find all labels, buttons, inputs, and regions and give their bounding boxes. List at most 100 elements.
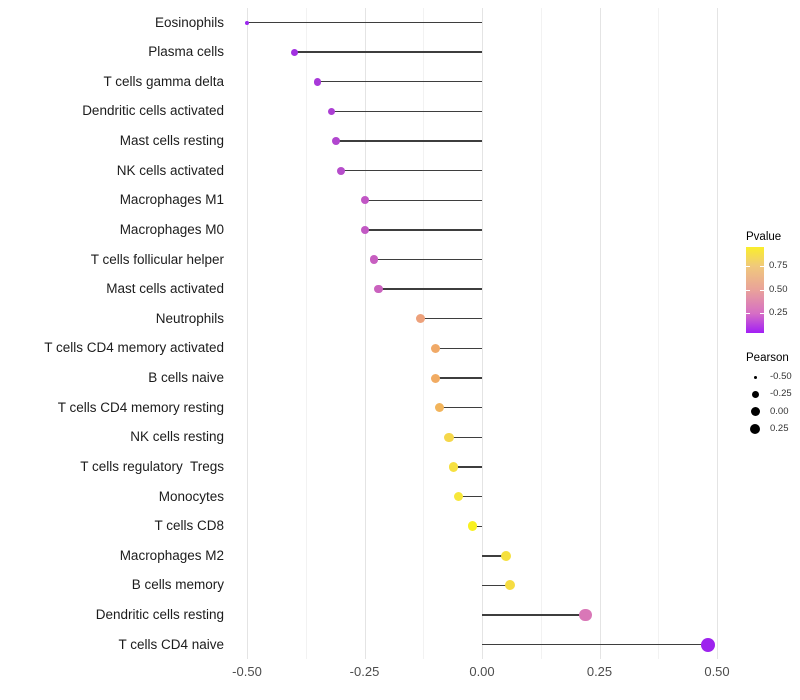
y-axis-label: Dendritic cells activated: [82, 103, 224, 119]
lollipop-stem: [420, 318, 482, 320]
data-point: [505, 580, 516, 591]
lollipop-stem: [364, 229, 482, 231]
lollipop-stem: [247, 21, 482, 24]
data-point: [369, 255, 379, 264]
minor-gridline: [305, 8, 307, 659]
major-gridline: [247, 8, 248, 659]
gradient-tick: [760, 290, 764, 291]
major-gridline: [599, 8, 601, 659]
lollipop-stem: [341, 169, 482, 172]
data-point: [337, 166, 345, 175]
data-point: [453, 491, 464, 502]
y-axis-label: Plasma cells: [148, 44, 224, 60]
major-gridline: [717, 8, 718, 659]
lollipop-stem: [472, 525, 482, 527]
lollipop-stem: [482, 584, 511, 587]
lollipop-stem: [435, 377, 482, 379]
lollipop-stem: [364, 199, 482, 201]
y-axis-label: Macrophages M2: [119, 547, 224, 563]
y-axis-label: Dendritic cells resting: [95, 607, 224, 623]
y-axis-label: NK cells activated: [116, 162, 224, 178]
data-point: [245, 20, 249, 25]
pvalue-tick-label: 0.25: [769, 307, 788, 319]
pearson-legend-label: -0.25: [770, 388, 792, 400]
x-axis-tick-label: 0.50: [704, 664, 730, 679]
y-axis-label: Macrophages M1: [119, 192, 224, 208]
minor-gridline: [658, 8, 660, 659]
pearson-legend-dot: [750, 407, 760, 417]
lollipop-stem: [317, 81, 482, 83]
data-point: [360, 225, 369, 234]
data-point: [500, 550, 511, 561]
y-axis-label: B cells naive: [148, 370, 224, 386]
pearson-legend-dot: [750, 423, 760, 434]
data-point: [579, 608, 592, 622]
data-point: [313, 78, 322, 86]
x-axis-tick-label: -0.25: [349, 664, 380, 679]
y-axis-label: Macrophages M0: [119, 221, 224, 237]
pearson-legend-dot: [753, 375, 757, 379]
lollipop-stem: [439, 406, 482, 409]
y-axis-label: Mast cells activated: [106, 281, 224, 297]
gradient-tick: [746, 265, 750, 267]
gradient-tick: [760, 265, 764, 267]
minor-gridline: [423, 8, 425, 659]
y-axis-label: T cells gamma delta: [103, 73, 224, 89]
gradient-tick: [746, 290, 750, 291]
lollipop-stem: [435, 347, 482, 350]
pvalue-legend-title: Pvalue: [746, 231, 782, 243]
gradient-tick: [746, 313, 750, 315]
lollipop-stem: [331, 110, 482, 113]
lollipop-stem: [453, 466, 482, 468]
pearson-legend-label: 0.25: [770, 422, 789, 434]
lollipop-stem: [294, 51, 482, 53]
y-axis-label: Eosinophils: [154, 14, 224, 30]
data-point: [449, 462, 459, 472]
data-point: [444, 432, 454, 442]
y-axis-label: T cells CD4 memory resting: [57, 399, 224, 415]
y-axis-label: T cells follicular helper: [90, 251, 224, 267]
data-point: [332, 137, 341, 146]
lollipop-stem: [482, 555, 506, 557]
pearson-legend-label: 0.00: [770, 405, 789, 417]
x-axis-tick-label: 0.25: [586, 664, 613, 679]
lollipop-stem: [449, 436, 482, 438]
data-point: [700, 637, 715, 652]
data-point: [430, 343, 440, 353]
y-axis-label: Neutrophils: [155, 310, 224, 326]
data-point: [467, 521, 478, 531]
y-axis-label: B cells memory: [131, 577, 224, 593]
y-axis-label: NK cells resting: [130, 429, 224, 445]
lollipop-stem: [378, 288, 482, 290]
y-axis-label: T cells CD4 naive: [118, 636, 224, 652]
pearson-legend-title: Pearson: [746, 352, 789, 364]
lollipop-stem: [482, 644, 708, 646]
minor-gridline: [540, 8, 542, 659]
data-point: [360, 196, 369, 205]
pearson-legend-label: -0.50: [770, 371, 792, 382]
lollipop-stem: [336, 140, 482, 142]
pvalue-tick-label: 0.50: [769, 284, 788, 295]
data-point: [290, 48, 298, 56]
lollipop-stem: [482, 614, 586, 616]
lollipop-stem: [458, 495, 482, 498]
data-point: [435, 403, 445, 413]
data-point: [374, 285, 383, 294]
lollipop-stem: [373, 258, 482, 261]
pvalue-tick-label: 0.75: [769, 259, 788, 271]
gradient-tick: [760, 313, 764, 315]
data-point: [416, 314, 426, 324]
data-point: [327, 107, 336, 116]
x-axis-tick-label: 0.00: [469, 664, 495, 679]
major-gridline: [364, 8, 366, 659]
major-gridline: [482, 8, 483, 659]
pvalue-gradient-bar: [746, 247, 764, 333]
y-axis-label: Monocytes: [158, 488, 224, 504]
y-axis-label: T cells CD4 memory activated: [44, 340, 224, 356]
pearson-legend-dot: [751, 390, 759, 398]
data-point: [430, 373, 440, 383]
y-axis-label: T cells CD8: [154, 518, 224, 534]
y-axis-label: T cells regulatory Tregs: [80, 458, 224, 474]
y-axis-label: Mast cells resting: [119, 133, 224, 149]
